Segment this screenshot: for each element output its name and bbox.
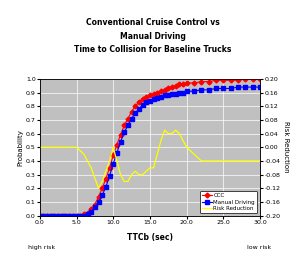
Manual Driving <box>93 206 97 209</box>
Manual Driving <box>251 85 255 89</box>
Risk Reduction <box>111 146 115 149</box>
Risk Reduction <box>130 173 133 176</box>
Risk Reduction <box>126 180 130 183</box>
Risk Reduction <box>141 173 144 176</box>
Risk Reduction <box>93 176 97 180</box>
Risk Reduction <box>181 139 185 142</box>
Line: Risk Reduction: Risk Reduction <box>40 130 260 188</box>
Risk Reduction <box>159 139 163 142</box>
Line: Manual Driving: Manual Driving <box>38 85 262 218</box>
Manual Driving <box>159 95 163 98</box>
Legend: CCC, Manual Driving, Risk Reduction: CCC, Manual Driving, Risk Reduction <box>200 191 257 213</box>
CCC <box>78 214 82 217</box>
Risk Reduction <box>222 159 225 163</box>
Risk Reduction <box>133 170 137 173</box>
CCC <box>97 195 100 198</box>
Risk Reduction <box>170 132 174 135</box>
Manual Driving <box>97 200 100 204</box>
Text: Manual Driving: Manual Driving <box>120 32 186 41</box>
Manual Driving <box>78 214 82 217</box>
Risk Reduction <box>60 146 64 149</box>
Risk Reduction <box>214 159 218 163</box>
CCC <box>93 203 97 206</box>
Risk Reduction <box>258 159 262 163</box>
Risk Reduction <box>108 159 111 163</box>
Risk Reduction <box>207 159 211 163</box>
Y-axis label: Probability: Probability <box>17 129 23 166</box>
Risk Reduction <box>177 132 181 135</box>
CCC <box>244 77 247 80</box>
Risk Reduction <box>75 146 78 149</box>
Manual Driving <box>38 214 42 217</box>
Risk Reduction <box>251 159 255 163</box>
Risk Reduction <box>152 166 155 169</box>
Risk Reduction <box>82 153 86 156</box>
Text: high risk: high risk <box>28 245 55 250</box>
Risk Reduction <box>192 153 196 156</box>
Risk Reduction <box>97 187 100 190</box>
Risk Reduction <box>244 159 247 163</box>
Text: TTCb (sec): TTCb (sec) <box>127 233 173 242</box>
Risk Reduction <box>148 166 152 169</box>
CCC <box>38 214 42 217</box>
Risk Reduction <box>100 180 104 183</box>
CCC <box>251 77 255 80</box>
Risk Reduction <box>137 173 141 176</box>
Risk Reduction <box>122 180 126 183</box>
Y-axis label: Risk Reduction: Risk Reduction <box>283 122 289 173</box>
Text: Time to Collision for Baseline Trucks: Time to Collision for Baseline Trucks <box>74 45 232 54</box>
Risk Reduction <box>166 132 170 135</box>
Risk Reduction <box>200 159 203 163</box>
Risk Reduction <box>144 170 148 173</box>
CCC <box>159 90 163 93</box>
Manual Driving <box>258 85 262 89</box>
CCC <box>258 77 262 80</box>
Risk Reduction <box>185 146 188 149</box>
Risk Reduction <box>45 146 49 149</box>
Text: low risk: low risk <box>247 245 271 250</box>
Risk Reduction <box>38 146 42 149</box>
Text: Conventional Cruise Control vs: Conventional Cruise Control vs <box>86 18 220 27</box>
Line: CCC: CCC <box>38 77 262 218</box>
Risk Reduction <box>115 159 119 163</box>
Risk Reduction <box>89 166 93 169</box>
Risk Reduction <box>163 129 166 132</box>
Risk Reduction <box>155 153 159 156</box>
Risk Reduction <box>236 159 240 163</box>
Risk Reduction <box>119 173 122 176</box>
Manual Driving <box>170 92 174 95</box>
Risk Reduction <box>229 159 233 163</box>
Risk Reduction <box>53 146 56 149</box>
Manual Driving <box>236 85 240 89</box>
CCC <box>170 85 174 89</box>
Risk Reduction <box>67 146 71 149</box>
Risk Reduction <box>174 129 177 132</box>
Risk Reduction <box>104 170 108 173</box>
